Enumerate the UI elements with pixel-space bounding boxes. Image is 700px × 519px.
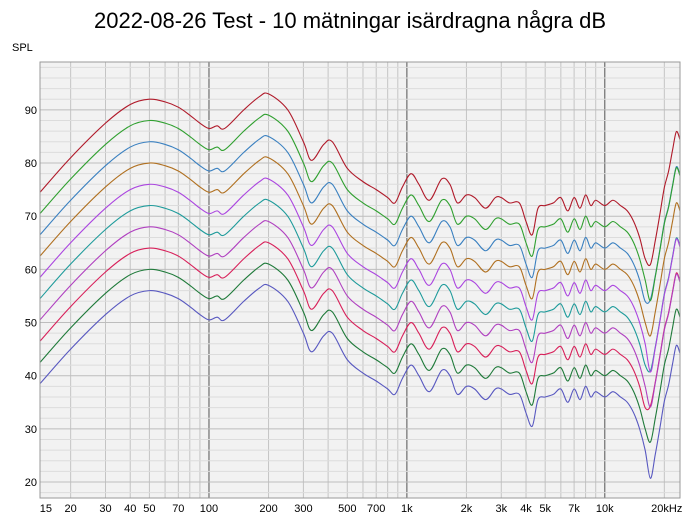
plot-frame [39,61,681,499]
y-tick-label: 30 [25,424,37,436]
x-tick-label: 4k [520,503,532,515]
x-tick-label: 300 [294,503,312,515]
x-tick-label: 40 [124,503,136,515]
y-tick-label: 50 [25,318,37,330]
x-tick-label: 3k [495,503,507,515]
x-tick-label: 20kHz [651,503,682,515]
y-tick-label: 70 [25,211,37,223]
grid-layer [40,62,680,498]
x-tick-label: 200 [259,503,277,515]
y-axis-label: SPL [12,42,33,54]
x-tick-label: 100 [200,503,218,515]
x-tick-label: 7k [568,503,580,515]
series-line-2 [39,262,681,443]
series-line-5 [39,198,681,373]
x-tick-label: 2k [461,503,473,515]
y-tick-label: 90 [25,105,37,117]
y-tick-label: 40 [25,371,37,383]
x-tick-label: 15 [40,503,52,515]
series-line-3 [39,241,681,411]
x-tick-label: 700 [367,503,385,515]
y-tick-label: 60 [25,264,37,276]
x-tick-label: 20 [65,503,77,515]
series-line-4 [39,220,681,408]
series-line-6 [39,177,681,373]
y-tick-label: 20 [25,477,37,489]
x-tick-label: 30 [99,503,111,515]
series-line-9 [39,113,681,302]
series-line-8 [39,134,681,304]
y-tick-label: 80 [25,158,37,170]
chart-title: 2022-08-26 Test - 10 mätningar isärdragn… [93,8,607,33]
x-tick-label: 70 [172,503,184,515]
series-line-1 [39,283,681,479]
series-line-10 [39,92,681,267]
tick-label-layer: 15 20 30 40 50 70 100 200 300 500 700 1k 2k 3k 4k 5k 7k 1… [25,105,683,515]
x-tick-label: 1k [401,503,413,515]
x-tick-label: 500 [338,503,356,515]
series-line-7 [39,156,681,337]
x-tick-label: 50 [143,503,155,515]
x-tick-label: 10k [596,503,614,515]
x-tick-label: 5k [539,503,551,515]
series-layer [39,92,681,479]
